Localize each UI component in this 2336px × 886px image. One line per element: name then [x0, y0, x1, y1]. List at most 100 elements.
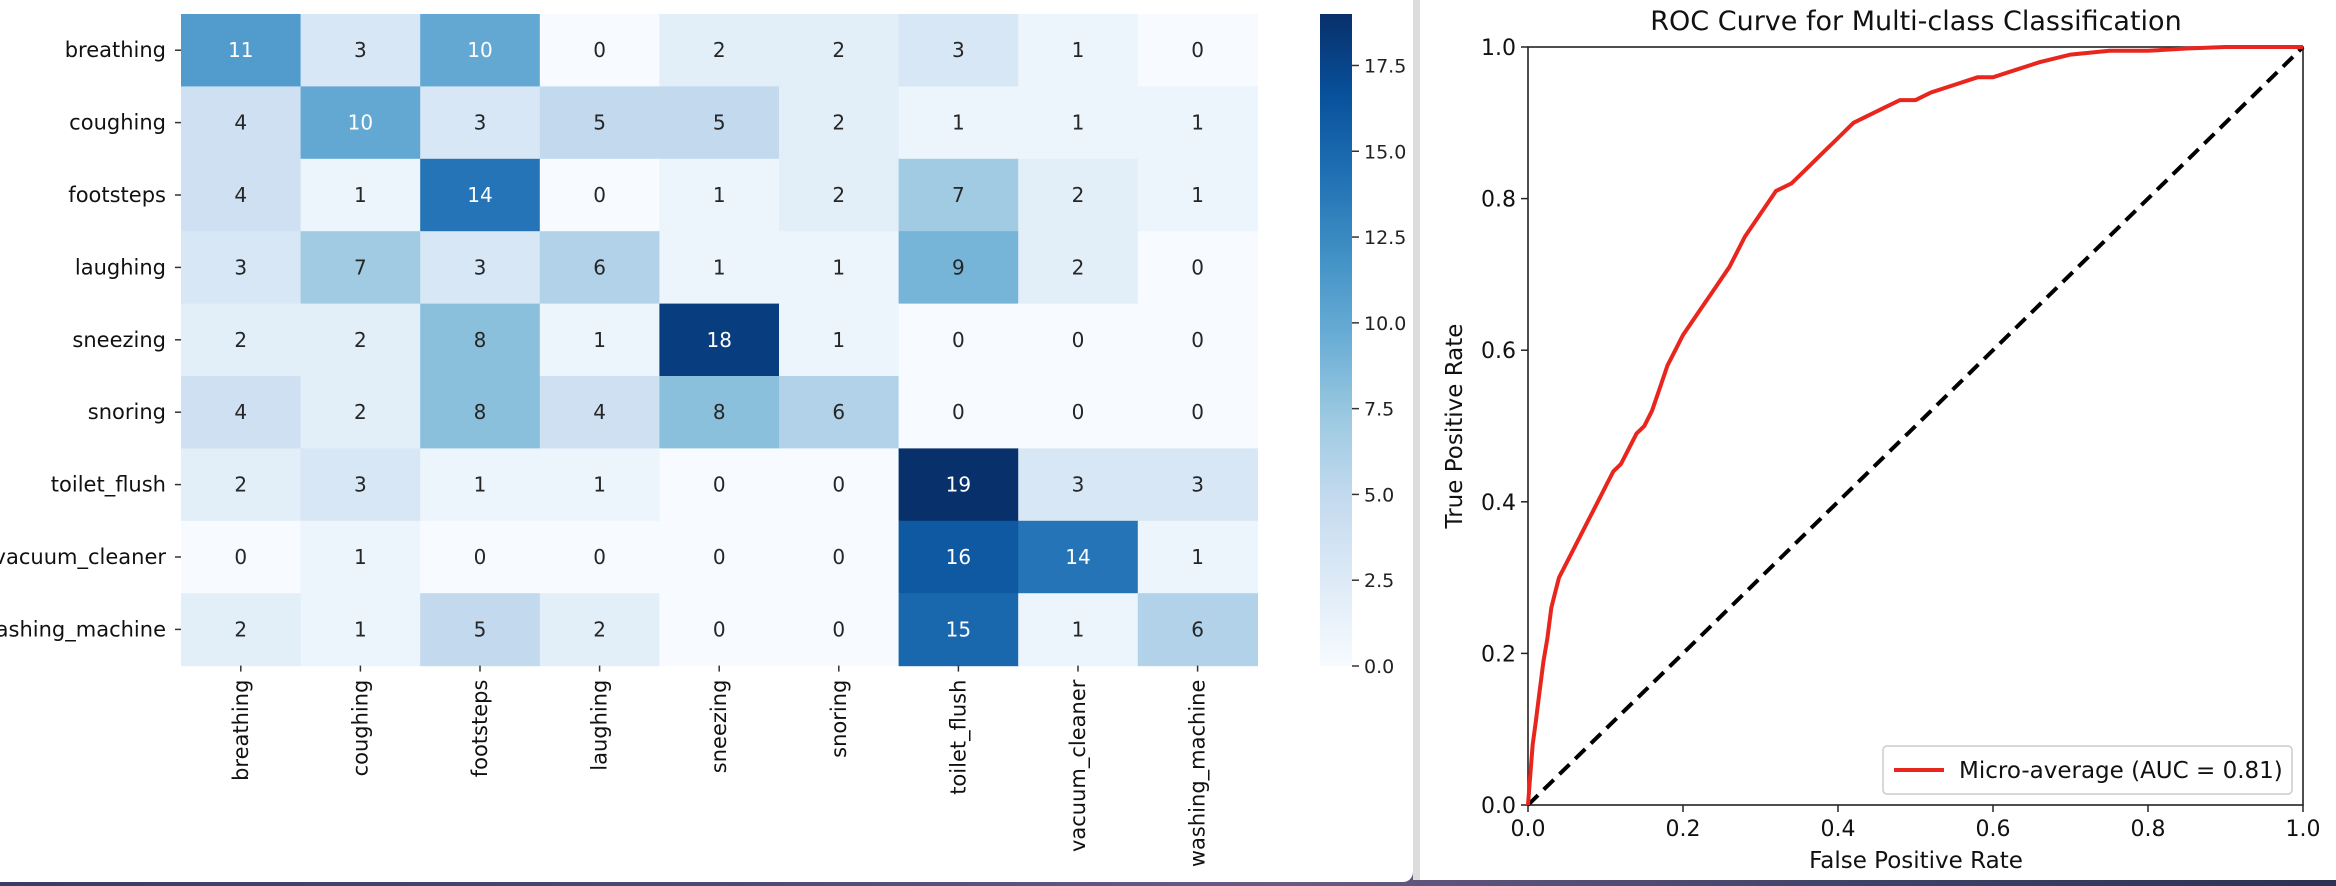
y-tick-label: 0.6 [1481, 339, 1516, 364]
heatmap-cell-rect [300, 520, 421, 594]
heatmap-cell-rect [181, 303, 302, 377]
heatmap-cell-rect [659, 593, 780, 667]
x-tick-label: 0.0 [1511, 817, 1546, 842]
heatmap-cell-rect [1018, 14, 1139, 87]
heatmap-cell-value: 5 [713, 111, 726, 135]
row-label: coughing [69, 111, 166, 135]
x-tick-label: 0.6 [1976, 817, 2011, 842]
heatmap-cell-rect [1018, 158, 1139, 232]
heatmap-cell: 4 [181, 376, 302, 449]
heatmap-cell-rect [300, 303, 421, 377]
heatmap-cell-value: 0 [713, 545, 726, 569]
heatmap-cell: 1 [420, 448, 541, 522]
colorbar-tick-label: 17.5 [1364, 55, 1406, 77]
heatmap-cell-rect [898, 14, 1019, 87]
heatmap-cell-rect [181, 376, 302, 449]
heatmap-cell: 5 [420, 593, 541, 667]
heatmap-cell-rect [539, 86, 660, 160]
x-tick-label: 0.8 [2131, 817, 2166, 842]
heatmap-cell-value: 8 [474, 328, 487, 352]
heatmap-cell-value: 4 [593, 400, 606, 424]
roc-curve-chart: ROC Curve for Multi-class Classification… [1442, 6, 2321, 874]
heatmap-cell-value: 0 [1191, 38, 1204, 62]
heatmap-cell: 0 [1137, 14, 1258, 87]
heatmap-cell: 19 [898, 448, 1019, 522]
heatmap-cell: 2 [181, 448, 302, 522]
heatmap-cell-value: 0 [1072, 400, 1085, 424]
heatmap-cell-rect [1018, 376, 1139, 449]
heatmap-cell: 0 [659, 520, 780, 594]
heatmap-cell-rect [420, 376, 541, 449]
heatmap-cell-value: 8 [713, 400, 726, 424]
legend-box [1882, 745, 2293, 795]
heatmap-cell-value: 0 [474, 545, 487, 569]
heatmap-cell-rect [420, 520, 541, 594]
row-label: sneezing [72, 328, 166, 352]
heatmap-cell-rect [659, 231, 780, 305]
heatmap-cell-rect [181, 448, 302, 522]
heatmap-cell: 2 [779, 14, 900, 87]
heatmap-cell-rect [1137, 86, 1258, 160]
heatmap-cell-value: 0 [593, 183, 606, 207]
heatmap-cell: 0 [779, 593, 900, 667]
heatmap-cell-value: 1 [1072, 38, 1085, 62]
heatmap-cell-value: 14 [1065, 545, 1090, 569]
heatmap-cell-rect [1137, 520, 1258, 594]
heatmap-cell: 1 [1137, 520, 1258, 594]
column-label: toilet_flush [946, 680, 971, 795]
heatmap-cell-value: 0 [832, 473, 845, 497]
colorbar-tick-label: 0.0 [1364, 656, 1394, 678]
heatmap-cell-value: 1 [354, 617, 367, 641]
heatmap-cell-rect [779, 158, 900, 232]
heatmap-cell: 1 [1018, 86, 1139, 160]
heatmap-cell-rect [539, 231, 660, 305]
heatmap-cell-rect [1018, 520, 1139, 594]
y-tick-label: 0.0 [1481, 794, 1516, 819]
heatmap-cell-value: 0 [832, 617, 845, 641]
heatmap-cell-rect [300, 14, 421, 87]
heatmap-cell-value: 1 [1191, 111, 1204, 135]
heatmap-cell-rect [1137, 593, 1258, 667]
heatmap-cell-value: 3 [354, 38, 367, 62]
heatmap-cell-value: 0 [593, 38, 606, 62]
heatmap-cell: 1 [539, 303, 660, 377]
heatmap-cell-rect [779, 231, 900, 305]
heatmap-cell-value: 0 [234, 545, 247, 569]
heatmap-cell-rect [539, 593, 660, 667]
heatmap-cell: 0 [898, 303, 1019, 377]
heatmap-cell-value: 2 [234, 617, 247, 641]
heatmap-cell: 4 [181, 158, 302, 232]
heatmap-cell-value: 5 [593, 111, 606, 135]
y-tick-label: 0.2 [1481, 642, 1516, 667]
heatmap-cell-value: 0 [952, 400, 965, 424]
heatmap-cell: 1 [1018, 593, 1139, 667]
heatmap-cell-value: 2 [832, 111, 845, 135]
heatmap-cell-rect [779, 593, 900, 667]
heatmap-cell-value: 15 [946, 617, 971, 641]
heatmap-cell-value: 0 [593, 545, 606, 569]
row-label: footsteps [68, 183, 166, 207]
colorbar-tick-label: 5.0 [1364, 484, 1394, 506]
row-label: vacuum_cleaner [0, 545, 166, 570]
heatmap-cell-value: 1 [952, 111, 965, 135]
heatmap-cell-value: 0 [1072, 328, 1085, 352]
heatmap-cell-rect [1018, 303, 1139, 377]
heatmap-cell: 0 [659, 593, 780, 667]
heatmap-cell-value: 1 [713, 255, 726, 279]
colorbar-tick-label: 7.5 [1364, 399, 1394, 421]
heatmap-cell-rect [659, 14, 780, 87]
row-label: breathing [65, 38, 166, 62]
heatmap-cell-rect [181, 520, 302, 594]
heatmap-cell: 1 [1137, 158, 1258, 232]
heatmap-cell-value: 5 [474, 617, 487, 641]
heatmap-cell: 14 [420, 158, 541, 232]
heatmap-cell-value: 1 [832, 328, 845, 352]
heatmap-cell-rect [898, 448, 1019, 522]
heatmap-cell-value: 2 [354, 328, 367, 352]
heatmap-cell-rect [659, 376, 780, 449]
heatmap-cell-value: 16 [946, 545, 971, 569]
heatmap-cell-value: 4 [234, 400, 247, 424]
heatmap-cell-value: 3 [952, 38, 965, 62]
heatmap-cell-rect [420, 448, 541, 522]
heatmap-cell-rect [898, 303, 1019, 377]
